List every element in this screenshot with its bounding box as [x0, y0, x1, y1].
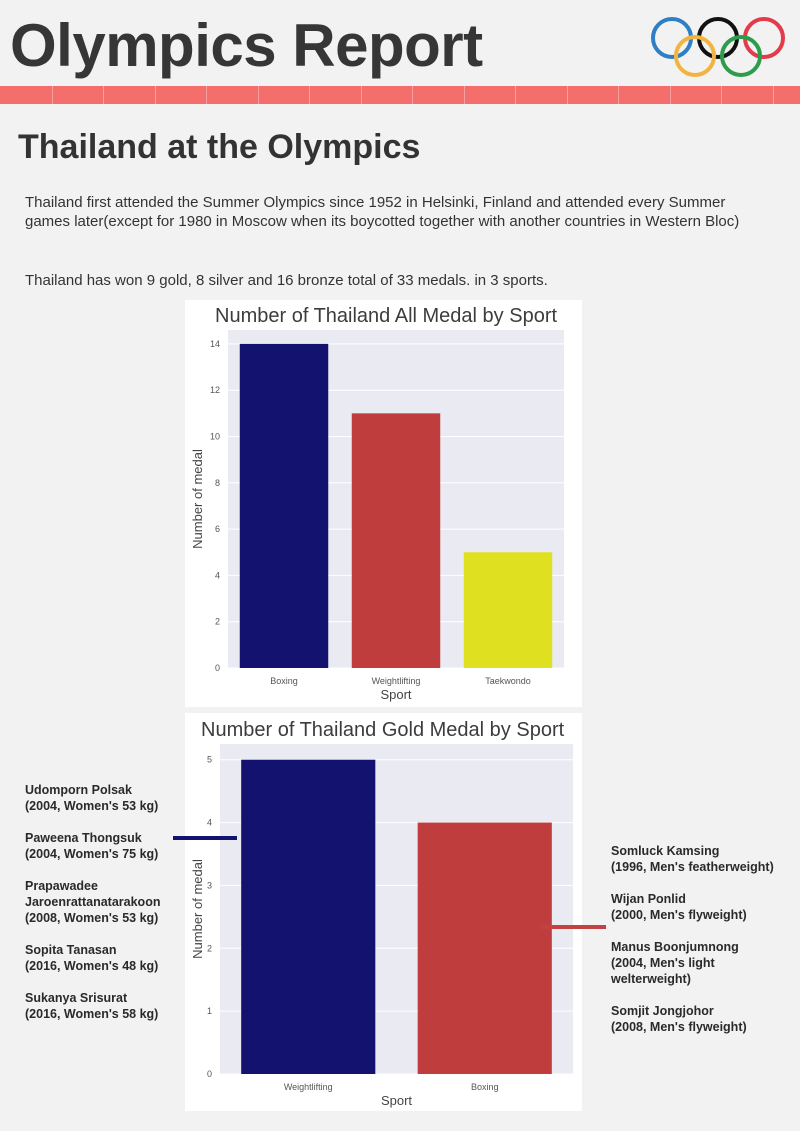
bar-weightlifting [351, 413, 441, 668]
athlete-entry: Sopita Tanasan (2016, Women's 48 kg) [25, 942, 175, 974]
athlete-detail: (2000, Men's flyweight) [611, 908, 747, 922]
chart-title: Number of Thailand All Medal by Sport [215, 305, 557, 327]
bar-taekwondo [463, 552, 553, 668]
section-heading: Thailand at the Olympics [18, 128, 421, 166]
x-tick-label: Boxing [270, 676, 298, 686]
y-tick-label: 14 [210, 339, 220, 349]
athlete-entry: Somjit Jongjohor (2008, Men's flyweight) [611, 1003, 791, 1035]
weightlifting-gold-medalists: Udomporn Polsak (2004, Women's 53 kg) Pawe… [25, 782, 175, 1038]
bar-boxing [239, 343, 329, 668]
medal-summary: Thailand has won 9 gold, 8 silver and 16… [25, 272, 548, 289]
athlete-name: Udomporn Polsak [25, 783, 132, 797]
intro-paragraph: Thailand first attended the Summer Olymp… [25, 194, 740, 230]
athlete-detail: (2016, Women's 48 kg) [25, 959, 159, 973]
y-tick-label: 2 [215, 617, 220, 627]
athlete-name: Sukanya Srisurat [25, 991, 128, 1005]
x-tick-label: Taekwondo [485, 676, 531, 686]
y-tick-label: 0 [207, 1069, 212, 1079]
y-tick-label: 3 [207, 880, 212, 890]
athlete-entry: Paweena Thongsuk (2004, Women's 75 kg) [25, 830, 175, 862]
y-tick-label: 10 [210, 431, 220, 441]
athlete-entry: Prapawadee Jaroenrattanatarakoon (2008, W… [25, 878, 175, 926]
y-tick-label: 0 [215, 663, 220, 673]
y-tick-label: 5 [207, 755, 212, 765]
weightlifting-connector [173, 836, 237, 840]
y-tick-label: 1 [207, 1006, 212, 1016]
accent-stripe [0, 86, 800, 104]
athlete-name: Paweena Thongsuk [25, 831, 142, 845]
athlete-detail: (2004, Women's 53 kg) [25, 799, 159, 813]
bar-weightlifting [241, 759, 376, 1074]
x-axis-label: Sport [381, 1093, 412, 1108]
boxing-connector [540, 925, 606, 929]
page-title: Olympics Report [10, 12, 483, 79]
athlete-name: Wijan Ponlid [611, 892, 686, 906]
gold-medals-chart-svg: Number of Thailand Gold Medal by Sport 0 1… [190, 719, 573, 1108]
y-tick-label: 8 [215, 478, 220, 488]
athlete-name: Somjit Jongjohor [611, 1004, 714, 1018]
y-tick-label: 4 [207, 818, 212, 828]
y-axis-label: Number of medal [190, 449, 205, 549]
athlete-name: Somluck Kamsing [611, 844, 720, 858]
y-tick-label: 2 [207, 943, 212, 953]
athlete-name: Manus Boonjumnong [611, 940, 739, 954]
athlete-entry: Somluck Kamsing (1996, Men's featherweigh… [611, 843, 791, 875]
y-tick-label: 12 [210, 385, 220, 395]
athlete-name: Prapawadee Jaroenrattanatarakoon [25, 879, 161, 909]
athlete-detail: (2004, Women's 75 kg) [25, 847, 159, 861]
athlete-entry: Udomporn Polsak (2004, Women's 53 kg) [25, 782, 175, 814]
athlete-detail: (2008, Women's 53 kg) [25, 911, 159, 925]
y-tick-label: 4 [215, 570, 220, 580]
gold-medals-chart: Number of Thailand Gold Medal by Sport 0 1… [185, 713, 582, 1111]
y-axis-label: Number of medal [190, 859, 205, 959]
bar-boxing [417, 822, 552, 1074]
chart-title: Number of Thailand Gold Medal by Sport [201, 719, 565, 741]
boxing-gold-medalists: Somluck Kamsing (1996, Men's featherweigh… [611, 843, 791, 1051]
x-tick-label: Weightlifting [372, 676, 421, 686]
athlete-detail: (2008, Men's flyweight) [611, 1020, 747, 1034]
x-tick-label: Boxing [471, 1082, 499, 1092]
ring-green [720, 35, 762, 77]
all-medals-chart-svg: Number of Thailand All Medal by Sport 0 2 4… [190, 305, 564, 702]
athlete-detail: (2016, Women's 58 kg) [25, 1007, 159, 1021]
athlete-detail: (1996, Men's featherweight) [611, 860, 774, 874]
all-medals-chart: Number of Thailand All Medal by Sport 0 2 4… [185, 300, 582, 707]
athlete-entry: Sukanya Srisurat (2016, Women's 58 kg) [25, 990, 175, 1022]
ring-yellow [674, 35, 716, 77]
x-axis-label: Sport [380, 687, 411, 702]
olympic-rings-icon [651, 17, 785, 77]
x-tick-label: Weightlifting [284, 1082, 333, 1092]
athlete-detail: (2004, Men's light welterweight) [611, 956, 715, 986]
athlete-entry: Manus Boonjumnong (2004, Men's light welt… [611, 939, 791, 987]
y-tick-label: 6 [215, 524, 220, 534]
athlete-name: Sopita Tanasan [25, 943, 117, 957]
athlete-entry: Wijan Ponlid (2000, Men's flyweight) [611, 891, 791, 923]
